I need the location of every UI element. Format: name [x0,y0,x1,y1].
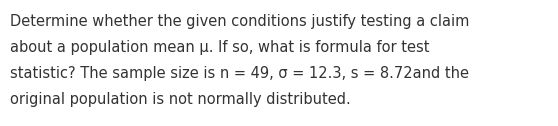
Text: Determine whether the given conditions justify testing a claim: Determine whether the given conditions j… [10,14,469,29]
Text: about a population mean μ. If so, what is formula for test: about a population mean μ. If so, what i… [10,40,430,55]
Text: statistic? The sample size is n = 49, σ = 12.3, s = 8.72and the: statistic? The sample size is n = 49, σ … [10,66,469,81]
Text: original population is not normally distributed.: original population is not normally dist… [10,92,351,107]
